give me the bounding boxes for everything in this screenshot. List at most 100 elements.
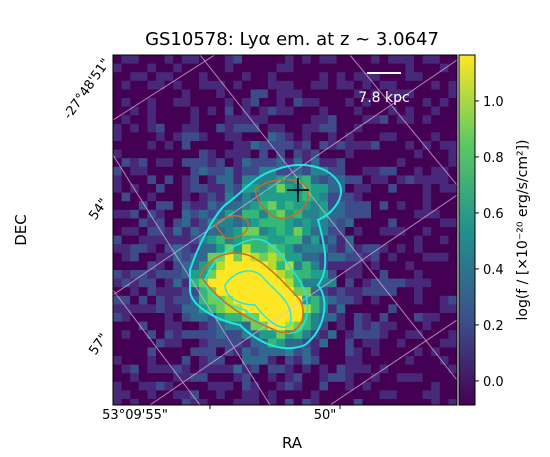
pixel: [250, 252, 260, 262]
pixel: [371, 55, 381, 65]
pixel: [448, 123, 457, 133]
pixel: [207, 295, 217, 305]
pixel: [388, 244, 398, 254]
pixel: [190, 72, 200, 82]
pixel: [448, 347, 457, 357]
pixel: [224, 295, 234, 305]
pixel: [276, 287, 286, 297]
colorbar-tick-label: 0.8: [483, 151, 504, 166]
pixel: [181, 338, 191, 348]
pixel: [293, 80, 303, 90]
pixel: [207, 278, 217, 288]
pixel: [130, 209, 140, 219]
pixel: [379, 80, 389, 90]
pixel: [414, 270, 424, 280]
pixel: [224, 192, 234, 202]
pixel: [113, 252, 123, 262]
pixel: [371, 390, 381, 400]
pixel: [431, 115, 441, 125]
pixel: [242, 295, 252, 305]
pixel: [405, 80, 415, 90]
pixel: [173, 89, 183, 99]
pixel: [379, 261, 389, 271]
pixel: [431, 141, 441, 151]
pixel: [130, 132, 140, 142]
pixel: [138, 115, 148, 125]
pixel: [388, 295, 398, 305]
pixel: [293, 278, 303, 288]
pixel: [138, 373, 148, 383]
pixel: [233, 175, 243, 185]
pixel: [439, 390, 449, 400]
pixel: [422, 330, 432, 340]
pixel: [138, 80, 148, 90]
pixel: [276, 63, 286, 73]
pixel: [173, 235, 183, 245]
pixel: [164, 381, 174, 391]
pixel: [250, 218, 260, 228]
pixel: [310, 390, 320, 400]
x-tick-label: 50": [314, 408, 337, 423]
pixel: [328, 201, 338, 211]
pixel: [156, 287, 166, 297]
pixel: [371, 141, 381, 151]
pixel: [345, 338, 355, 348]
pixel: [336, 304, 346, 314]
pixel: [439, 338, 449, 348]
pixel: [353, 184, 363, 194]
pixel: [302, 175, 312, 185]
pixel: [164, 132, 174, 142]
pixel: [328, 158, 338, 168]
pixel: [121, 304, 131, 314]
pixel: [422, 80, 432, 90]
pixel: [121, 347, 131, 357]
pixel: [199, 184, 209, 194]
pixel: [276, 261, 286, 271]
pixel: [267, 184, 277, 194]
pixel: [405, 244, 415, 254]
pixel: [181, 227, 191, 237]
pixel: [439, 381, 449, 391]
pixel: [362, 270, 372, 280]
pixel: [310, 209, 320, 219]
pixel: [207, 201, 217, 211]
pixel: [345, 132, 355, 142]
pixel: [345, 252, 355, 262]
pixel: [181, 235, 191, 245]
pixel: [181, 390, 191, 400]
pixel: [250, 123, 260, 133]
pixel: [224, 184, 234, 194]
pixel: [173, 106, 183, 116]
pixel: [328, 149, 338, 159]
pixel: [405, 330, 415, 340]
pixel: [138, 149, 148, 159]
pixel: [388, 89, 398, 99]
pixel: [267, 381, 277, 391]
pixel: [439, 287, 449, 297]
pixel: [233, 399, 243, 405]
pixel: [250, 166, 260, 176]
pixel: [224, 63, 234, 73]
pixel: [242, 218, 252, 228]
pixel: [267, 80, 277, 90]
pixel: [371, 347, 381, 357]
pixel: [224, 98, 234, 108]
pixel: [207, 338, 217, 348]
pixel: [310, 55, 320, 65]
pixel: [414, 115, 424, 125]
pixel: [439, 313, 449, 323]
pixel: [414, 72, 424, 82]
pixel: [319, 201, 329, 211]
pixel: [173, 390, 183, 400]
pixel: [388, 381, 398, 391]
pixel: [156, 63, 166, 73]
pixel: [259, 72, 269, 82]
pixel: [293, 313, 303, 323]
pixel: [336, 175, 346, 185]
pixel: [448, 72, 457, 82]
pixel: [242, 55, 252, 65]
pixel: [379, 98, 389, 108]
pixel: [147, 252, 157, 262]
pixel: [388, 261, 398, 271]
pixel: [173, 304, 183, 314]
